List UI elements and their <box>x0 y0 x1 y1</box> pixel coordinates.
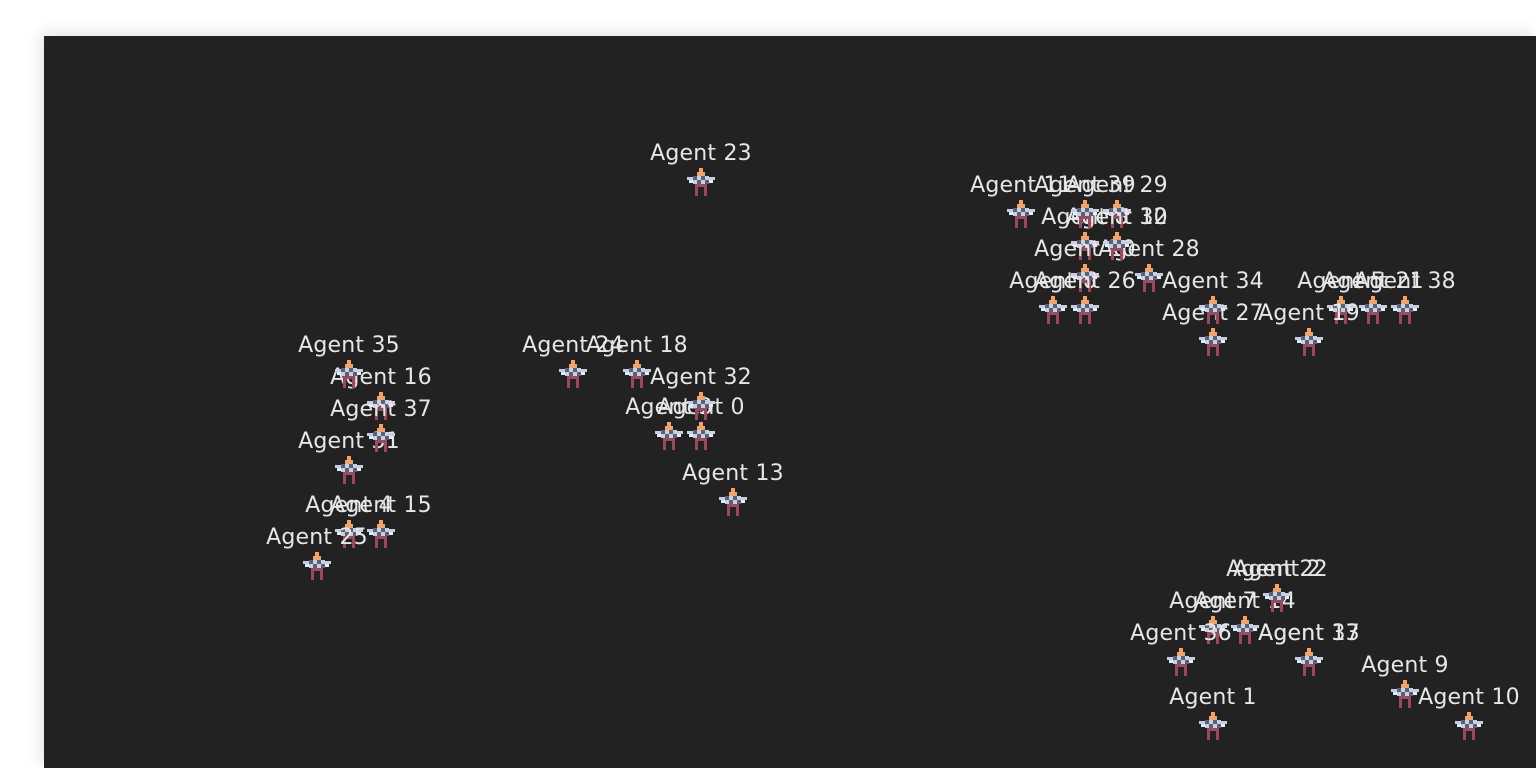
agent-label: Agent 39 <box>1034 173 1136 198</box>
agent-label: Agent 29 <box>1066 173 1168 198</box>
agent-sprite-icon[interactable] <box>1197 326 1229 358</box>
agent-label: Agent 7 <box>1169 589 1257 614</box>
agent-label: Agent 32 <box>650 365 752 390</box>
agent-label: Agent 36 <box>1130 621 1232 646</box>
agent-sprite-icon[interactable] <box>1389 678 1421 710</box>
agent-sprite-icon[interactable] <box>621 358 653 390</box>
agent-sprite-icon[interactable] <box>1133 262 1165 294</box>
agent-sprite-icon[interactable] <box>1005 198 1037 230</box>
agent-label: Agent 18 <box>586 333 688 358</box>
agent-label: Agent 15 <box>330 493 432 518</box>
agent-sprite-icon[interactable] <box>1293 646 1325 678</box>
agent-sprite-icon[interactable] <box>1165 646 1197 678</box>
agent-label: Agent 26 <box>1034 269 1136 294</box>
agent-sprite-icon[interactable] <box>1357 294 1389 326</box>
agent-label: Agent 10 <box>1418 685 1520 710</box>
agent-sprite-icon[interactable] <box>333 358 365 390</box>
agent-label: Agent 38 <box>1354 269 1456 294</box>
agent-sprite-icon[interactable] <box>653 420 685 452</box>
agent-label: Agent 22 <box>1226 557 1328 582</box>
agent-sprite-icon[interactable] <box>717 486 749 518</box>
agent-label: Agent 11 <box>970 173 1072 198</box>
agent-label: Agent 4 <box>305 493 393 518</box>
agent-sprite-icon[interactable] <box>1453 710 1485 742</box>
agent-label: Agent 5 <box>1297 269 1385 294</box>
agent-label: Agent 21 <box>1322 269 1424 294</box>
agent-sprite-icon[interactable] <box>1261 582 1293 614</box>
agent-sprite-icon[interactable] <box>557 358 589 390</box>
agent-sprite-icon[interactable] <box>365 422 397 454</box>
agent-sprite-icon[interactable] <box>1293 326 1325 358</box>
agent-sprite-icon[interactable] <box>685 420 717 452</box>
agent-label: Agent 23 <box>650 141 752 166</box>
game-canvas[interactable]: Agent 0 Agent 1 Agent 2 Agent 3 Agent 4 Agent… <box>44 36 1536 768</box>
agent-sprite-icon[interactable] <box>1389 294 1421 326</box>
agent-label: Agent 34 <box>1162 269 1264 294</box>
agent-label: Agent 25 <box>266 525 368 550</box>
agent-label: Agent 37 <box>330 397 432 422</box>
agent-label: Agent 33 <box>1258 621 1360 646</box>
agent-label: Agent 17 <box>1258 621 1360 646</box>
agent-sprite-icon[interactable] <box>1197 294 1229 326</box>
agent-sprite-icon[interactable] <box>333 454 365 486</box>
agent-label: Agent 1 <box>1169 685 1257 710</box>
agent-label: Agent 9 <box>1361 653 1449 678</box>
agent-sprite-icon[interactable] <box>1069 294 1101 326</box>
agent-sprite-icon[interactable] <box>365 518 397 550</box>
agent-label: Agent 35 <box>298 333 400 358</box>
agent-label: Agent 19 <box>1258 301 1360 326</box>
agent-sprite-icon[interactable] <box>1069 198 1101 230</box>
agent-sprite-icon[interactable] <box>1229 614 1261 646</box>
agent-label: Agent 13 <box>682 461 784 486</box>
agent-sprite-icon[interactable] <box>301 550 333 582</box>
agent-sprite-icon[interactable] <box>685 166 717 198</box>
agent-label: Agent 2 <box>1233 557 1321 582</box>
agent-label: Agent 24 <box>522 333 624 358</box>
agent-sprite-icon[interactable] <box>1197 710 1229 742</box>
agent-sprite-icon[interactable] <box>1101 230 1133 262</box>
agent-sprite-icon[interactable] <box>1037 294 1069 326</box>
agent-sprite-icon[interactable] <box>685 390 717 422</box>
